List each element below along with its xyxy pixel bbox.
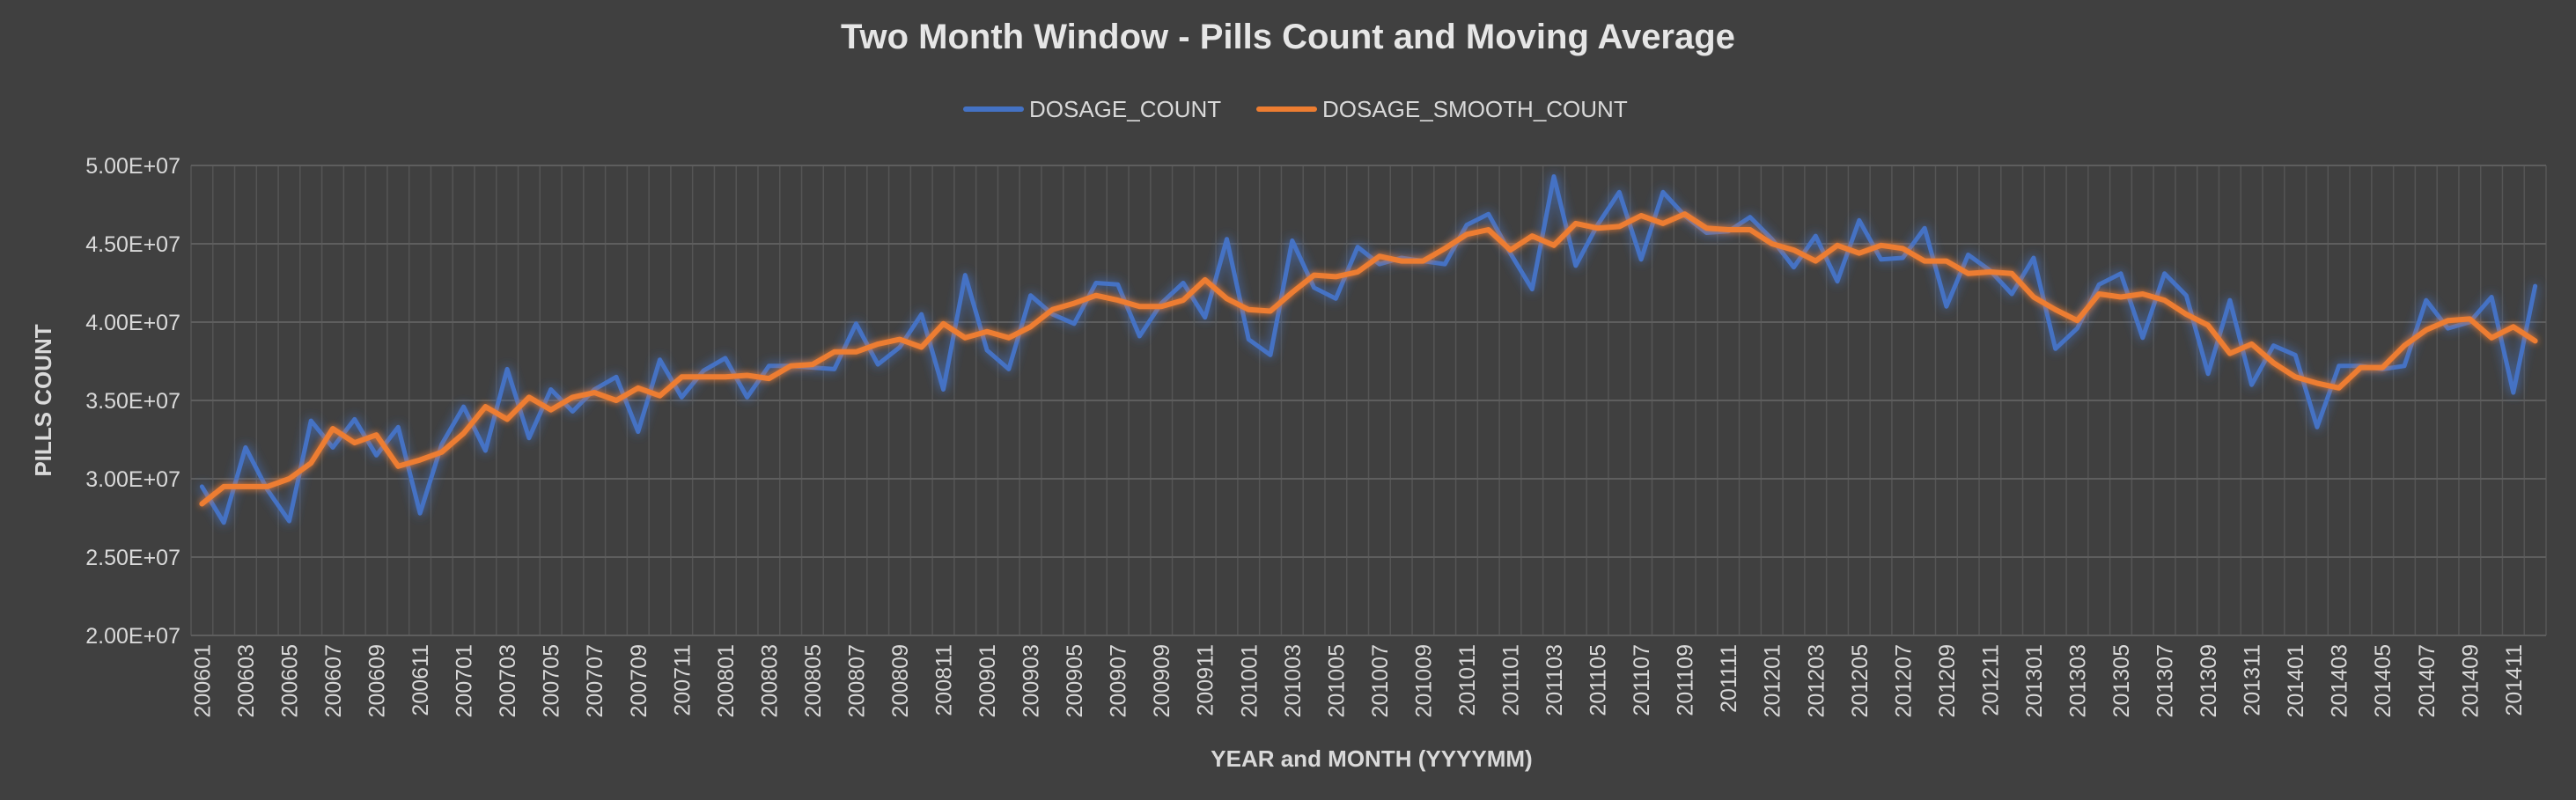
x-tick-label: 201409 — [2458, 644, 2483, 717]
x-tick-label: 200809 — [888, 644, 913, 717]
x-tick-label: 200911 — [1194, 644, 1218, 716]
x-tick-label: 201305 — [2109, 644, 2134, 717]
y-axis-ticks: 2.00E+07 2.50E+07 3.00E+07 3.50E+07 4.00E+07… — [85, 154, 180, 649]
x-tick-label: 201107 — [1630, 644, 1654, 716]
x-tick-label: 201103 — [1542, 644, 1567, 716]
x-tick-label: 200705 — [540, 644, 564, 717]
x-tick-label: 201007 — [1368, 644, 1393, 717]
x-tick-label: 201309 — [2197, 644, 2221, 717]
y-tick-label: 3.50E+07 — [85, 389, 180, 414]
x-tick-label: 200603 — [234, 644, 259, 717]
x-tick-label: 200607 — [321, 644, 346, 717]
x-tick-label: 201011 — [1455, 644, 1480, 716]
x-tick-label: 201001 — [1237, 644, 1262, 717]
x-tick-label: 200903 — [1019, 644, 1044, 717]
x-tick-label: 201105 — [1586, 644, 1611, 716]
x-tick-label: 201411 — [2502, 644, 2527, 716]
x-tick-label: 200601 — [190, 644, 215, 717]
x-tick-label: 201009 — [1411, 644, 1436, 717]
x-tick-label: 201101 — [1498, 644, 1523, 716]
x-tick-label: 200909 — [1150, 644, 1174, 717]
x-tick-label: 201201 — [1761, 644, 1785, 717]
x-axis-ticks: 200601 200603 200605 200607 200609 200611 2007… — [190, 644, 2526, 717]
x-axis-label: YEAR and MONTH (YYYYMM) — [1211, 745, 1532, 772]
x-tick-label: 201405 — [2371, 644, 2396, 717]
x-tick-label: 201301 — [2022, 644, 2047, 717]
y-tick-label: 3.00E+07 — [85, 467, 180, 492]
x-tick-label: 201203 — [1804, 644, 1829, 717]
y-axis-label: PILLS COUNT — [30, 324, 56, 476]
x-tick-label: 201207 — [1891, 644, 1916, 717]
y-tick-label: 4.50E+07 — [85, 232, 180, 257]
y-tick-label: 4.00E+07 — [85, 311, 180, 335]
x-tick-label: 200701 — [453, 644, 477, 717]
x-tick-label: 200807 — [844, 644, 869, 717]
x-tick-label: 200803 — [757, 644, 782, 717]
series-line-dosage-smooth-count — [199, 211, 2538, 507]
x-tick-label: 200709 — [627, 644, 651, 717]
x-tick-label: 200711 — [670, 644, 695, 716]
legend-label-dosage-smooth-count: DOSAGE_SMOOTH_COUNT — [1322, 96, 1628, 122]
x-tick-label: 201211 — [1978, 644, 2003, 716]
x-tick-label: 201407 — [2415, 644, 2440, 717]
x-tick-label: 201403 — [2328, 644, 2352, 717]
series-lines — [199, 174, 2538, 525]
y-tick-label: 2.50E+07 — [85, 546, 180, 570]
x-tick-label: 201311 — [2241, 644, 2265, 716]
x-tick-label: 200707 — [583, 644, 607, 717]
x-tick-label: 200605 — [277, 644, 302, 717]
x-tick-label: 200901 — [975, 644, 1000, 717]
x-tick-label: 201109 — [1674, 644, 1698, 716]
x-tick-label: 201003 — [1281, 644, 1306, 717]
x-tick-label: 200801 — [714, 644, 739, 717]
x-tick-label: 200609 — [365, 644, 390, 717]
x-tick-label: 201111 — [1717, 644, 1741, 713]
x-tick-label: 201205 — [1848, 644, 1873, 717]
x-tick-label: 200611 — [408, 644, 433, 716]
legend-label-dosage-count: DOSAGE_COUNT — [1029, 96, 1221, 122]
y-tick-label: 5.00E+07 — [85, 154, 180, 179]
x-tick-label: 201005 — [1324, 644, 1349, 717]
x-tick-label: 200811 — [932, 644, 957, 716]
chart-title: Two Month Window - Pills Count and Movin… — [841, 18, 1735, 56]
x-tick-label: 200907 — [1107, 644, 1131, 717]
x-tick-label: 201303 — [2065, 644, 2090, 717]
x-tick-label: 200805 — [801, 644, 826, 717]
y-tick-label: 2.00E+07 — [85, 624, 180, 649]
x-tick-label: 200905 — [1063, 644, 1087, 717]
x-tick-label: 201307 — [2153, 644, 2178, 717]
legend: DOSAGE_COUNT DOSAGE_SMOOTH_COUNT — [963, 96, 1628, 122]
x-tick-label: 201209 — [1935, 644, 1960, 717]
x-tick-label: 201401 — [2284, 644, 2308, 717]
x-tick-label: 200703 — [496, 644, 520, 717]
